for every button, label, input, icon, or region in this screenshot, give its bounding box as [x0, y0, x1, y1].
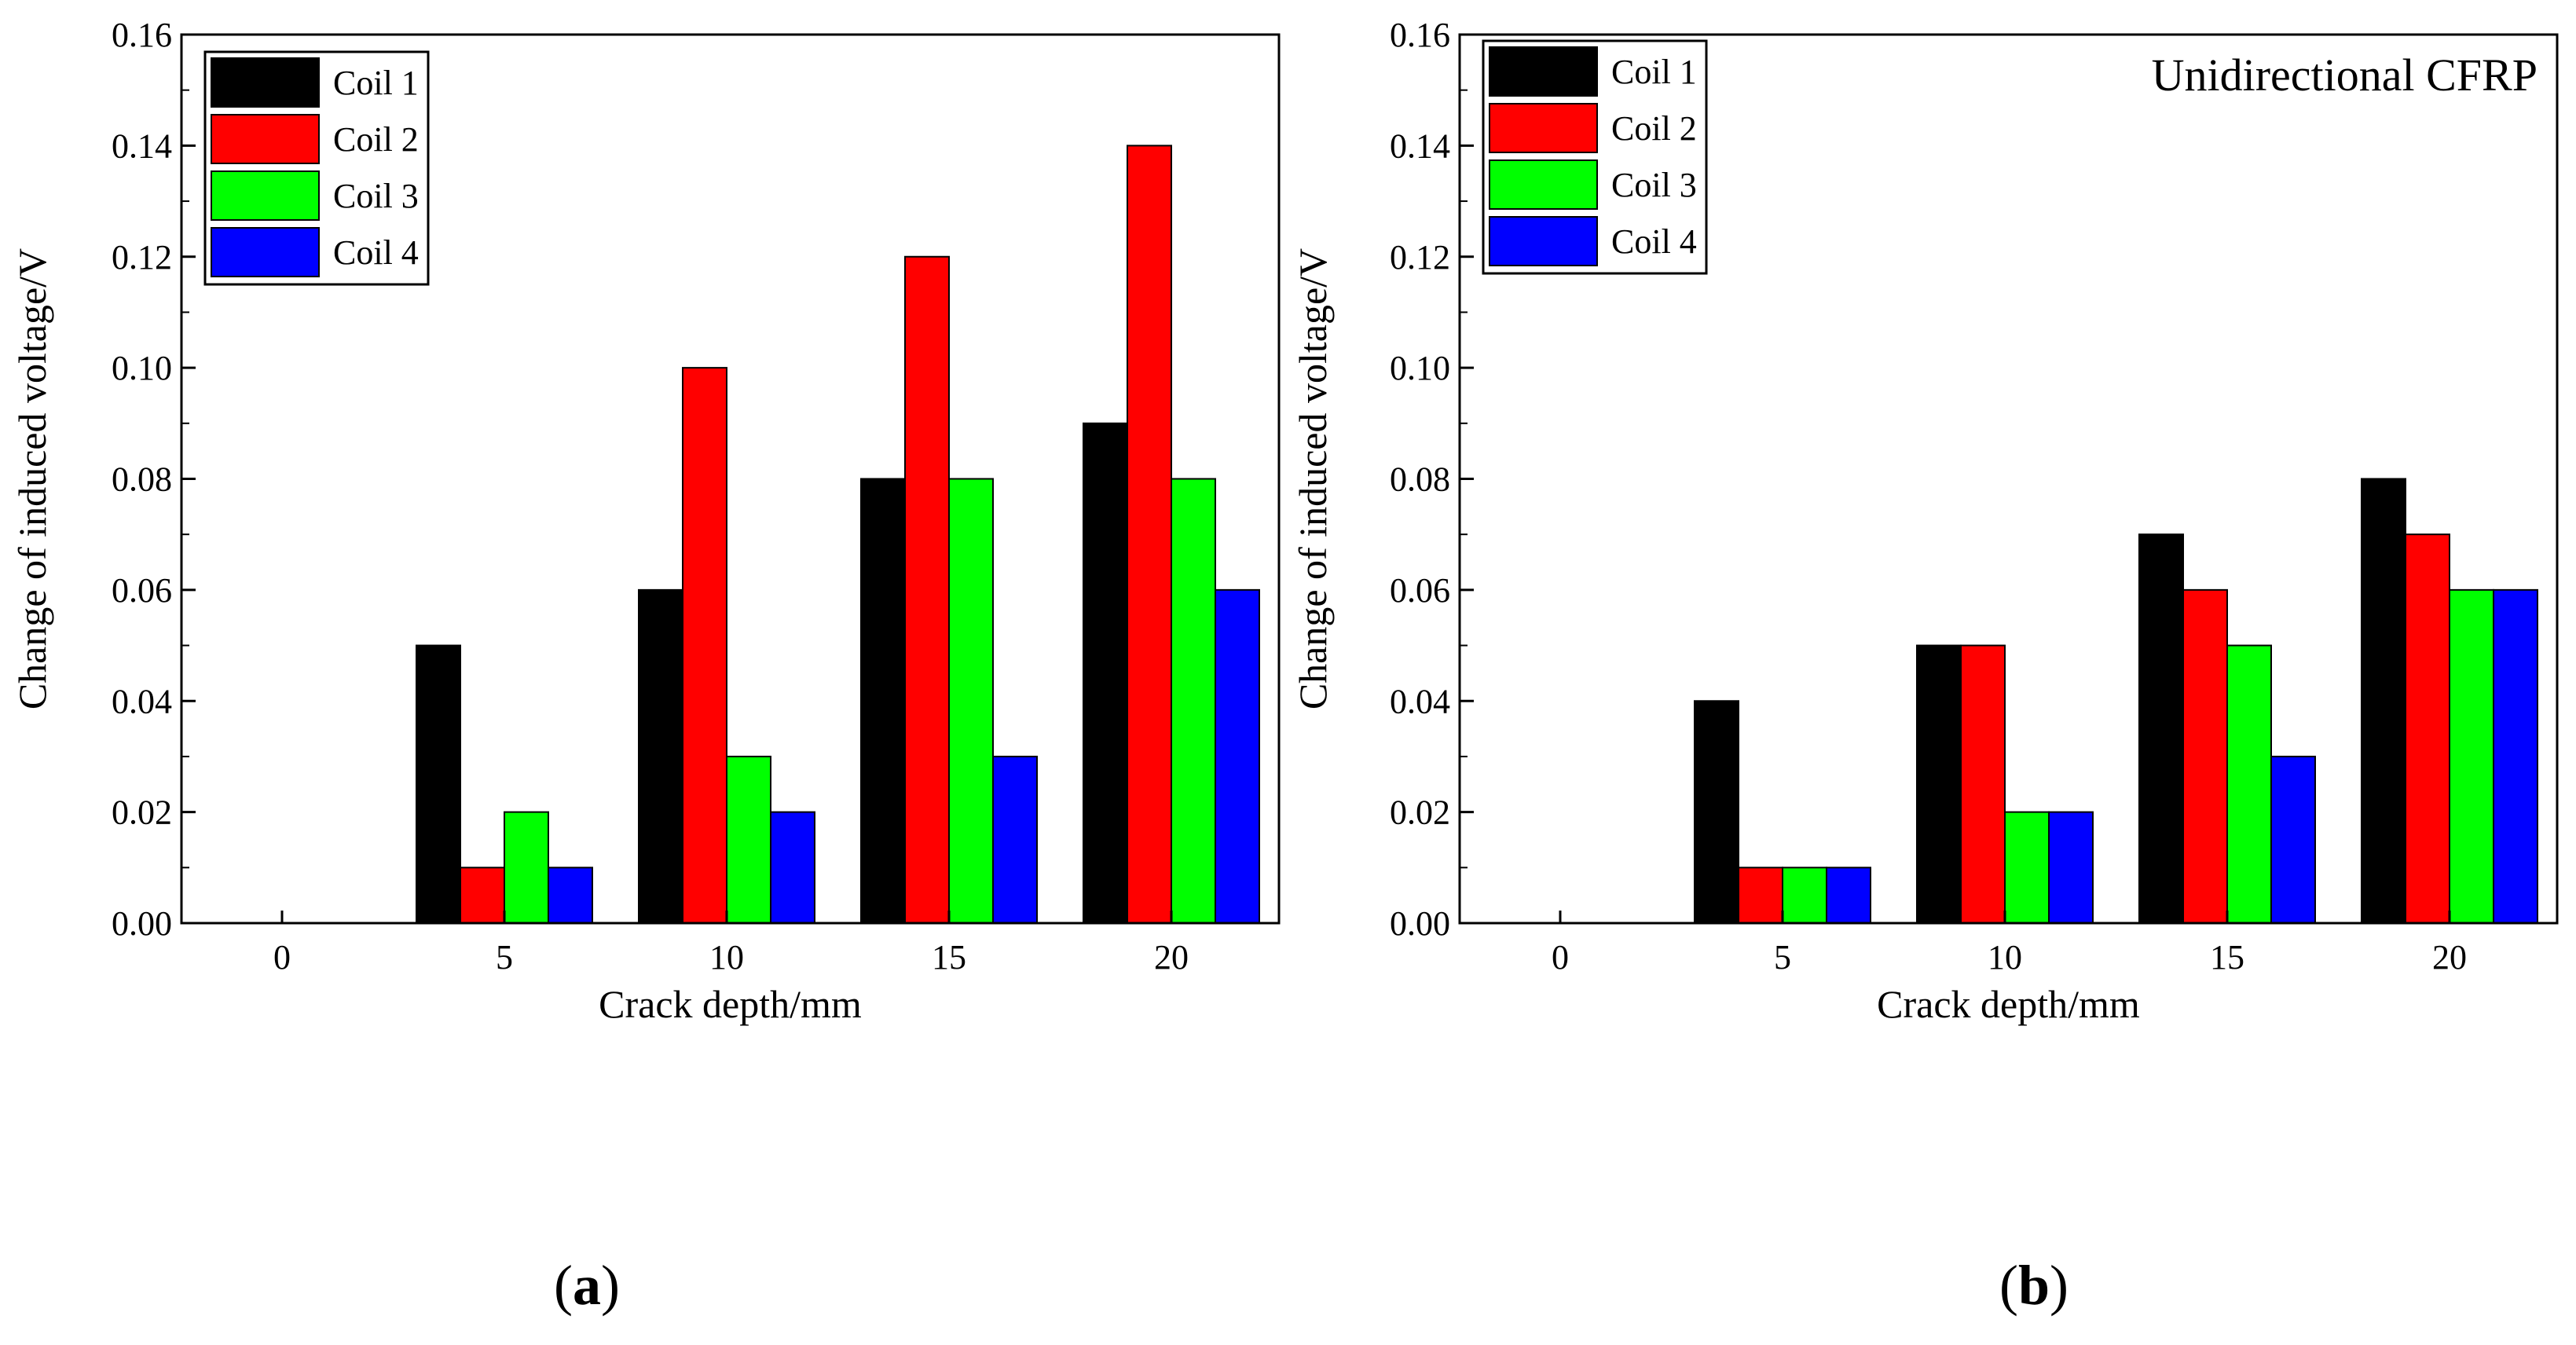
legend-swatch-3: [211, 170, 320, 221]
x-axis-title: Crack depth/mm: [599, 982, 862, 1026]
panel-label-close: ): [2050, 1254, 2068, 1317]
bar-coil-3-depth-15: [2226, 644, 2272, 924]
y-tick-label: 0.02: [1390, 793, 1450, 832]
legend-label-2: Coil 2: [1611, 109, 1697, 148]
bar-coil-3-depth-5: [504, 811, 549, 924]
bar-coil-3-depth-5: [1782, 867, 1827, 924]
legend: Coil 1 Coil 2 Coil 3 Coil 4: [1482, 39, 1708, 275]
bar-coil-3-depth-20: [1171, 478, 1216, 924]
y-tick-label: 0.02: [112, 793, 172, 832]
y-tick-label: 0.16: [112, 16, 172, 54]
panel-label: (a): [554, 1254, 620, 1317]
bar-coil-1-depth-5: [1694, 700, 1739, 924]
bar-coil-4-depth-15: [2270, 755, 2316, 924]
x-tick-label: 20: [2432, 938, 2467, 977]
bar-coil-2-depth-10: [1960, 644, 2006, 924]
y-tick-label: 0.08: [112, 460, 172, 499]
bar-coil-2-depth-5: [1738, 867, 1783, 924]
panel-label-close: ): [601, 1254, 620, 1317]
x-tick-label: 10: [1988, 938, 2022, 977]
y-tick-label: 0.16: [1390, 16, 1450, 54]
legend-swatch-4: [211, 227, 320, 277]
y-axis-title: Change of induced voltage/V: [1291, 248, 1335, 709]
panel-label-letter: b: [2018, 1254, 2050, 1317]
x-tick-label: 0: [273, 938, 291, 977]
chart-panel-b: 0.00 0.02 0.04 0.06 0.08 0.10 0.12 0.14 0.16 0 5 10…: [1291, 16, 2559, 1317]
legend-label-4: Coil 4: [333, 233, 419, 272]
legend-label-1: Coil 1: [333, 64, 419, 102]
legend-swatch-4: [1489, 216, 1598, 266]
legend-swatch-1: [211, 57, 320, 108]
legend-swatch-1: [1489, 46, 1598, 97]
y-tick-label: 0.04: [112, 682, 172, 720]
legend-label-2: Coil 2: [333, 120, 419, 159]
bar-coil-1-depth-5: [416, 644, 461, 924]
y-tick-label: 0.06: [1390, 571, 1450, 610]
bar-coil-4-depth-10: [2048, 811, 2094, 924]
panel-label-open: (: [1999, 1254, 2018, 1317]
bar-coil-2-depth-10: [682, 367, 727, 924]
y-tick-label: 0.14: [1390, 126, 1450, 165]
bar-coil-2-depth-20: [1127, 145, 1172, 924]
bar-coil-4-depth-10: [770, 811, 815, 924]
bar-coil-1-depth-10: [1916, 644, 1962, 924]
panel-label-open: (: [554, 1254, 573, 1317]
bar-coil-2-depth-5: [460, 867, 505, 924]
bar-coil-3-depth-20: [2449, 588, 2494, 924]
y-tick-label: 0.12: [1390, 238, 1450, 277]
bar-coil-4-depth-5: [548, 867, 593, 924]
x-axis-title: Crack depth/mm: [1877, 982, 2140, 1026]
legend-label-1: Coil 1: [1611, 53, 1697, 91]
bar-coil-2-depth-15: [904, 255, 950, 924]
y-tick-label: 0.10: [1390, 349, 1450, 387]
bar-coil-3-depth-10: [726, 755, 771, 924]
y-tick-label: 0.14: [112, 126, 172, 165]
x-tick-label: 5: [496, 938, 513, 977]
x-tick-label: 10: [709, 938, 744, 977]
legend-swatch-2: [1489, 103, 1598, 153]
bar-coil-4-depth-20: [2493, 588, 2538, 924]
bar-coil-3-depth-10: [2004, 811, 2050, 924]
x-tick-label: 20: [1154, 938, 1189, 977]
bar-coil-4-depth-5: [1826, 867, 1871, 924]
y-tick-label: 0.12: [112, 238, 172, 277]
y-tick-label: 0.10: [112, 349, 172, 387]
y-tick-label: 0.08: [1390, 460, 1450, 499]
x-tick-label: 0: [1552, 938, 1569, 977]
y-tick-label: 0.06: [112, 571, 172, 610]
chart-panel-a: 0.00 0.02 0.04 0.06 0.08 0.10 0.12 0.14 0.16 0 5 10…: [10, 16, 1281, 1317]
panel-label-letter: a: [573, 1254, 601, 1317]
bar-coil-3-depth-15: [948, 478, 994, 924]
bar-coil-2-depth-15: [2182, 588, 2228, 924]
legend: Coil 1 Coil 2 Coil 3 Coil 4: [203, 50, 430, 286]
legend-swatch-3: [1489, 159, 1598, 210]
bar-coil-1-depth-15: [2138, 533, 2184, 924]
legend-swatch-2: [211, 114, 320, 164]
y-tick-label: 0.00: [1390, 904, 1450, 943]
bar-coil-1-depth-20: [2361, 478, 2406, 924]
bar-coil-1-depth-15: [860, 478, 906, 924]
y-tick-label: 0.04: [1390, 682, 1450, 720]
bar-coil-1-depth-20: [1083, 422, 1128, 924]
panel-label: (b): [1999, 1254, 2068, 1317]
bar-coil-4-depth-15: [992, 755, 1038, 924]
bar-coil-1-depth-10: [638, 588, 683, 924]
x-tick-label: 15: [2210, 938, 2244, 977]
chart-annotation: Unidirectional CFRP: [2152, 49, 2538, 101]
y-tick-label: 0.00: [112, 904, 172, 943]
y-axis-title: Change of induced voltage/V: [10, 248, 54, 709]
legend-label-4: Coil 4: [1611, 222, 1697, 261]
legend-label-3: Coil 3: [333, 177, 419, 215]
bar-coil-2-depth-20: [2405, 533, 2450, 924]
legend-label-3: Coil 3: [1611, 166, 1697, 204]
x-tick-label: 5: [1774, 938, 1791, 977]
bar-coil-4-depth-20: [1215, 588, 1260, 924]
x-tick-label: 15: [932, 938, 966, 977]
